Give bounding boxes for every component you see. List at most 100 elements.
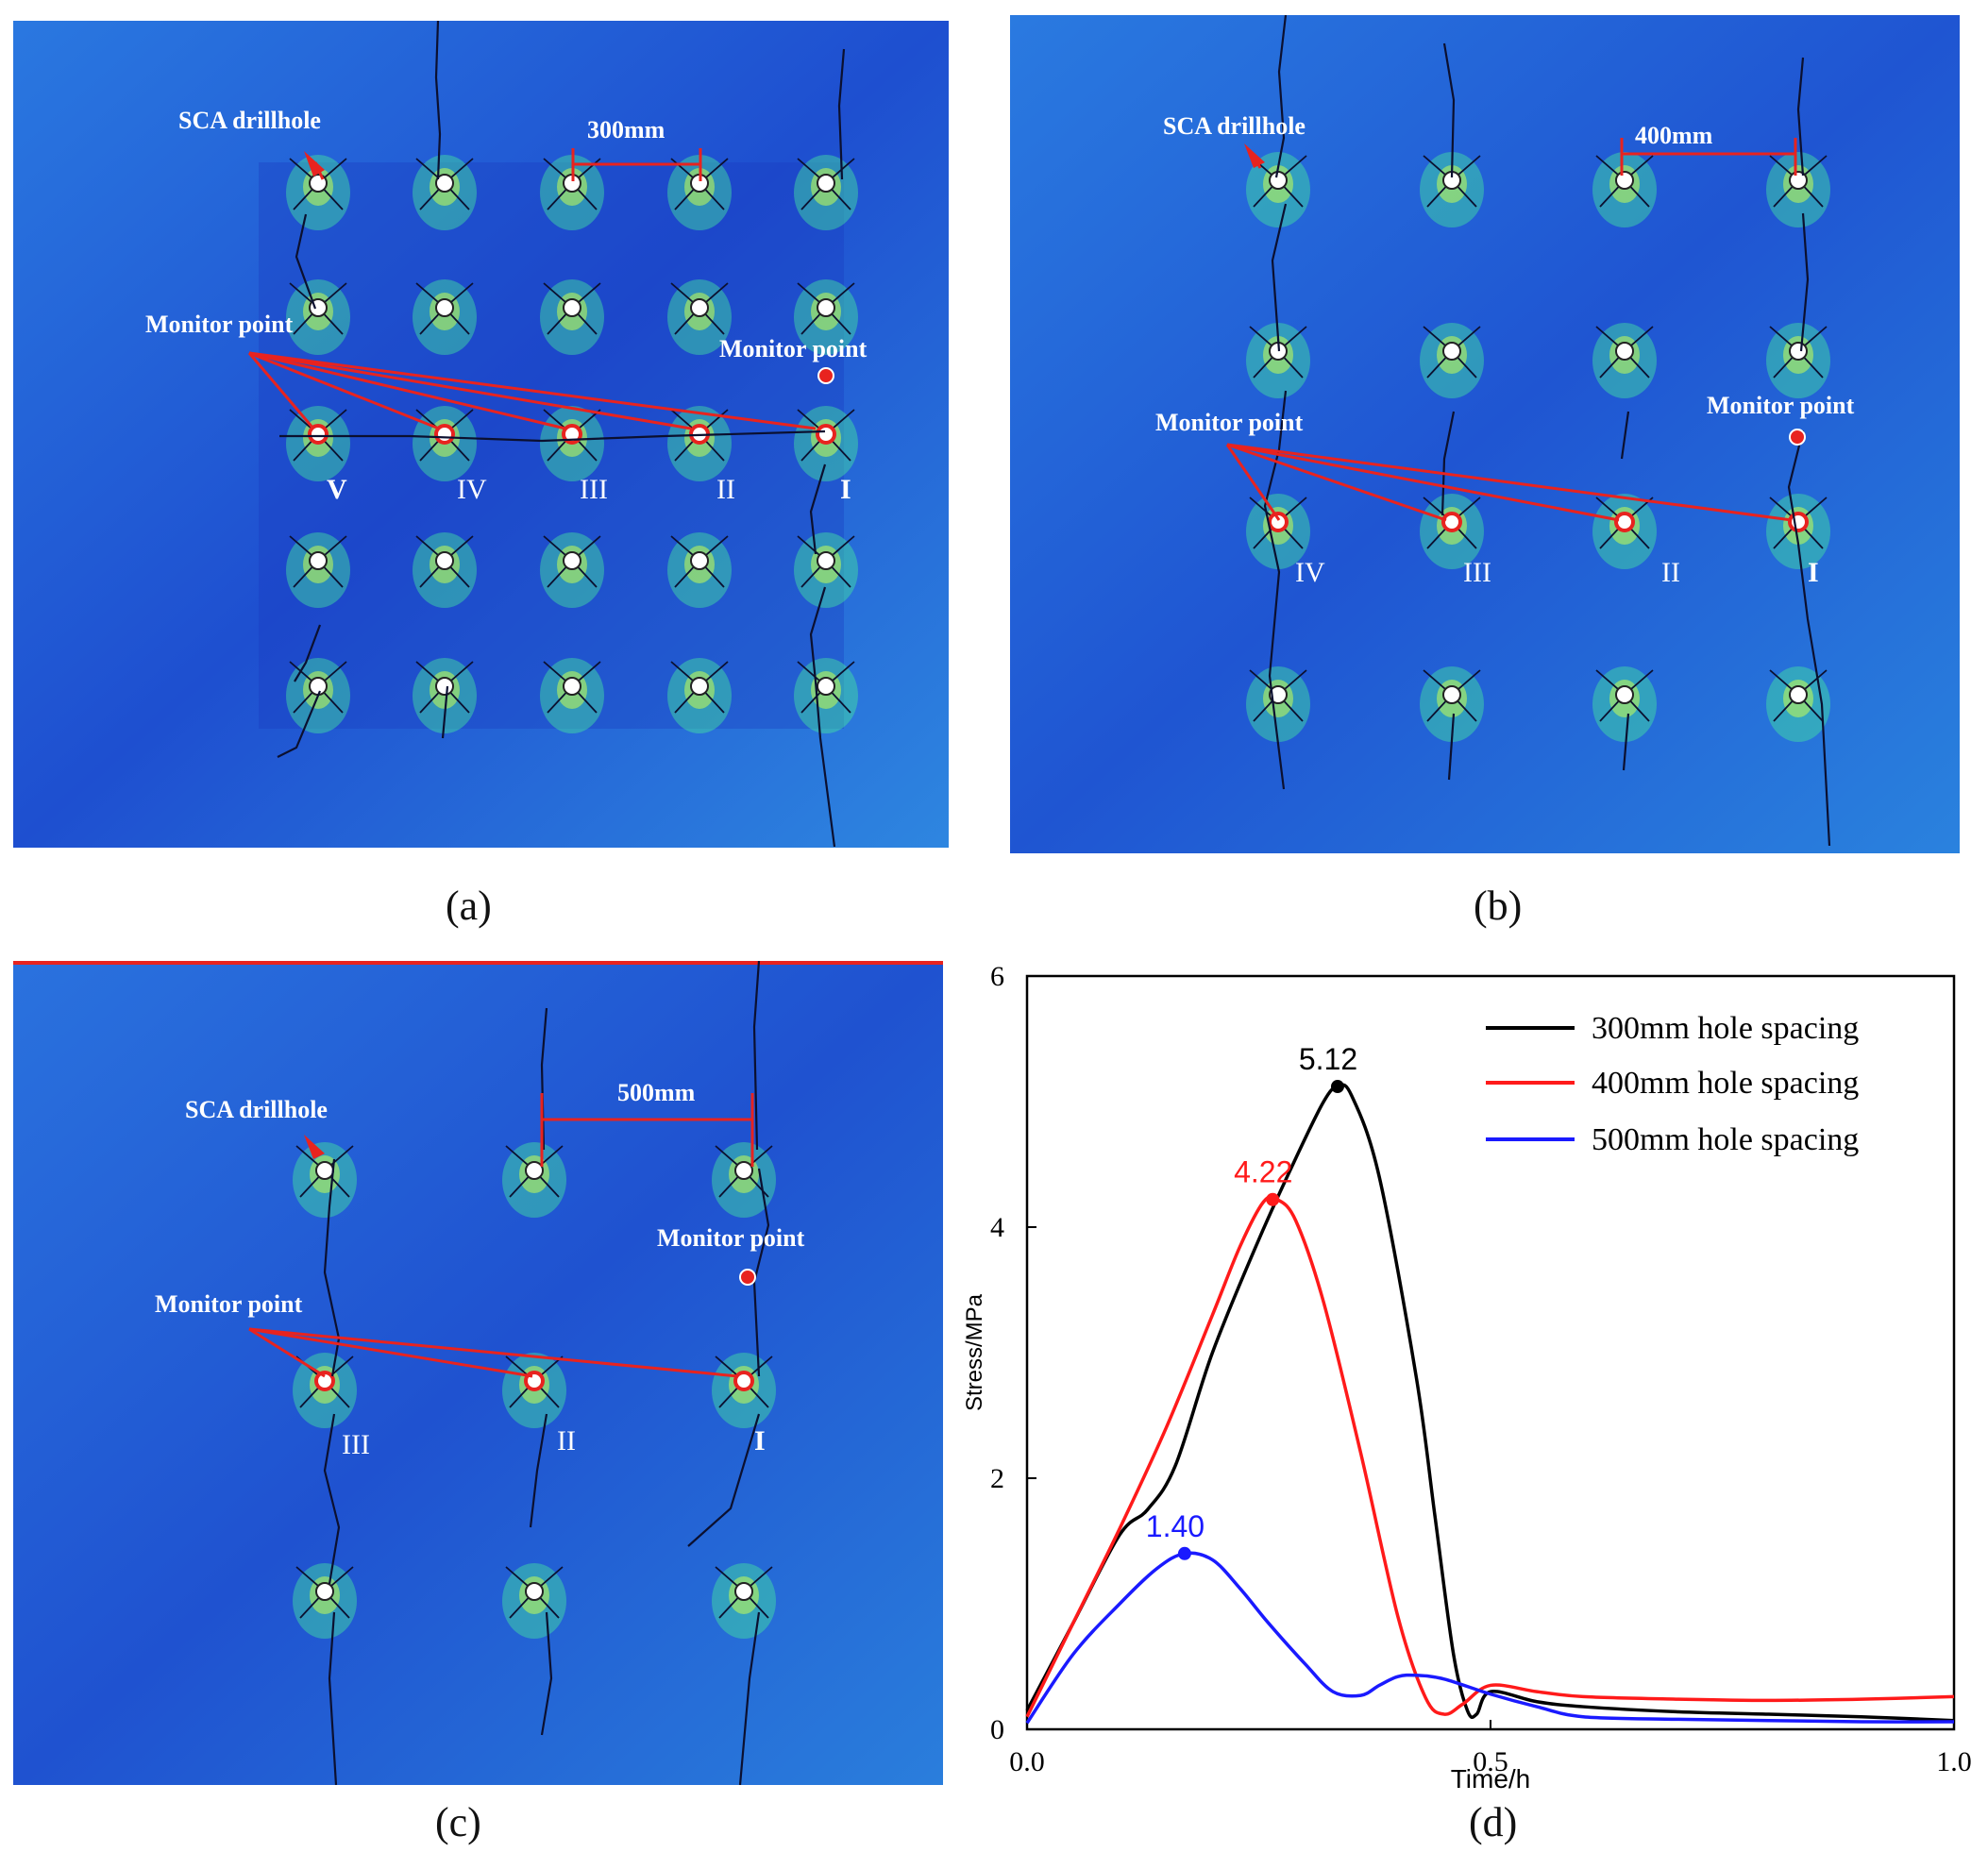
sca-drillhole: [309, 677, 328, 696]
sca-drillhole: [1269, 171, 1288, 190]
drillhole-arrowhead: [304, 1135, 325, 1159]
axis-ticks: 0.0 0.5 1.0 0 2 4 6: [990, 961, 1972, 1777]
drillhole-grid-b: [1246, 152, 1830, 742]
monitor-drillhole: [1788, 512, 1809, 532]
panel-b-svg: SCA drillhole 400mm Monitor point Monito…: [1010, 15, 1960, 853]
x-tick-label: 1.0: [1936, 1746, 1972, 1777]
monitor-roman-0: V: [327, 474, 347, 505]
legend-label-400: 400mm hole spacing: [1592, 1066, 1859, 1101]
sca-drillhole: [1789, 685, 1808, 704]
monitor-drillhole: [308, 424, 329, 445]
sca-drillhole: [435, 551, 454, 570]
stress-time-chart: 0.0 0.5 1.0 0 2 4 6 5.12 4.22 1.40 Time/h Stress…: [962, 961, 1972, 1793]
sca-drillhole: [1789, 171, 1808, 190]
caption-b: (b): [1474, 883, 1523, 929]
drillhole-grid-a: [286, 155, 858, 733]
sca-drillhole: [817, 174, 835, 193]
monitor-point-marker: [1789, 429, 1806, 446]
cracks-b: [1263, 15, 1831, 847]
sca-drillhole: [1269, 685, 1288, 704]
x-tick-label: 0.5: [1473, 1746, 1508, 1777]
legend-label-300: 300mm hole spacing: [1592, 1011, 1859, 1046]
series-line-1: [1025, 1195, 1955, 1718]
stress-field: [13, 961, 943, 1785]
sca-drillhole: [1615, 171, 1634, 190]
x-tick-label: 0.0: [1009, 1746, 1045, 1777]
caption-c: (c): [435, 1799, 481, 1845]
monitor-label-left: Monitor point: [155, 1290, 303, 1318]
sca-drillhole: [690, 551, 709, 570]
simulation-panel-c: SCA drillhole 500mm Monitor point Monito…: [13, 961, 943, 1785]
monitor-roman-3: I: [1808, 557, 1819, 588]
drillhole-arrowhead: [1244, 143, 1265, 168]
monitor-arrows-c: [248, 1327, 739, 1378]
sca-drillhole: [315, 1161, 334, 1180]
monitor-arrows-b: [1225, 443, 1793, 522]
sca-drillhole: [525, 1582, 544, 1601]
panel-c-svg: SCA drillhole 500mm Monitor point Monito…: [13, 961, 943, 1785]
monitor-roman-1: II: [557, 1425, 576, 1456]
drillhole-grid-c: [293, 1142, 776, 1639]
peak-label-0: 5.12: [1299, 1042, 1357, 1076]
sca-drillhole: [734, 1161, 753, 1180]
y-tick-label: 2: [990, 1463, 1004, 1494]
monitor-roman-1: III: [1463, 557, 1491, 588]
caption-d: (d): [1469, 1799, 1518, 1845]
sca-drillhole: [435, 174, 454, 193]
peak-point-2: [1177, 1546, 1191, 1560]
monitor-roman-1: IV: [457, 474, 487, 505]
sca-drillhole: [690, 677, 709, 696]
peak-point-0: [1330, 1080, 1344, 1094]
cracks-a: [277, 21, 846, 848]
legend-label-500: 500mm hole spacing: [1592, 1122, 1859, 1157]
monitor-roman-0: IV: [1295, 557, 1325, 588]
monitor-drillhole: [314, 1371, 335, 1391]
stress-field: [13, 21, 949, 848]
annotations-c: [248, 1093, 756, 1378]
monitor-arrows-a: [247, 351, 817, 430]
peak-label-2: 1.40: [1146, 1509, 1205, 1543]
spacing-label: 300mm: [587, 116, 665, 143]
sca-drillhole: [817, 298, 835, 317]
stress-chart-panel: 0.0 0.5 1.0 0 2 4 6 5.12 4.22 1.40 Time/h Stress…: [944, 953, 1988, 1831]
low-stress-zone: [259, 162, 844, 729]
sca-drillhole: [309, 551, 328, 570]
sca-drillhole: [563, 298, 581, 317]
monitor-point-marker: [817, 367, 834, 384]
monitor-drillhole: [1268, 512, 1289, 532]
monitor-roman-4: I: [840, 474, 851, 505]
monitor-drillhole: [733, 1371, 754, 1391]
sca-drillhole: [1442, 342, 1461, 361]
spacing-label: 500mm: [617, 1079, 696, 1106]
panel-a-svg: SCA drillhole 300mm Monitor point Monito…: [13, 21, 949, 848]
monitor-label-right: Monitor point: [1707, 392, 1855, 419]
series-line-0: [1025, 1083, 1955, 1723]
sca-drillhole: [435, 677, 454, 696]
monitor-label-left: Monitor point: [145, 311, 294, 338]
monitor-roman-3: II: [716, 474, 735, 505]
y-tick-label: 4: [990, 1212, 1004, 1243]
monitor-point-marker: [739, 1269, 756, 1286]
sca-drillhole: [563, 551, 581, 570]
y-tick-label: 0: [990, 1714, 1004, 1745]
sca-drillhole: [525, 1161, 544, 1180]
sca-drillhole: [435, 298, 454, 317]
monitor-label-right: Monitor point: [719, 335, 868, 362]
annotations-b: [1225, 138, 1806, 522]
monitor-drillhole: [1614, 512, 1635, 532]
peak-point-1: [1266, 1192, 1280, 1206]
drillhole-label: SCA drillhole: [185, 1096, 328, 1123]
drillhole-label: SCA drillhole: [1163, 112, 1306, 140]
series-lines: [1025, 1083, 1955, 1725]
y-axis-label: Stress/MPa: [962, 1293, 987, 1411]
caption-a: (a): [446, 883, 492, 929]
monitor-label-right: Monitor point: [657, 1224, 805, 1252]
monitor-roman-2: I: [754, 1425, 766, 1456]
sca-drillhole: [315, 1582, 334, 1601]
sca-drillhole: [817, 677, 835, 696]
sca-drillhole: [563, 677, 581, 696]
sca-drillhole: [817, 551, 835, 570]
annotations-a: [247, 148, 834, 430]
legend: 300mm hole spacing 400mm hole spacing 50…: [1486, 1011, 1859, 1157]
sca-drillhole: [690, 298, 709, 317]
